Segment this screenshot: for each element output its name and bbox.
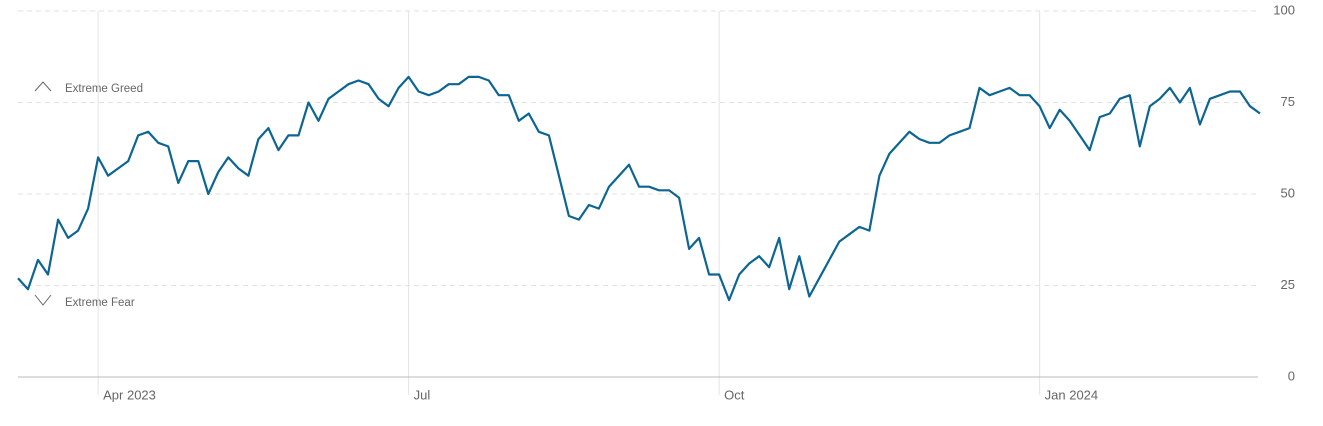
y-tick-label: 75: [1281, 94, 1295, 109]
x-tick-label: Apr 2023: [103, 387, 156, 402]
x-tick-label: Jan 2024: [1045, 387, 1099, 402]
y-tick-label: 0: [1288, 368, 1295, 383]
fear-icon: [34, 294, 52, 306]
line: [17, 75, 1261, 302]
annotation: Extreme Fear: [65, 297, 135, 309]
y-tick-label: 100: [1273, 2, 1295, 17]
x-tick-label: Jul: [414, 387, 431, 402]
x-tick-label: Oct: [724, 387, 745, 402]
greed-icon: [34, 81, 52, 92]
y-tick-label: 50: [1281, 185, 1295, 200]
annotation: Extreme Greed: [65, 83, 143, 95]
y-tick-label: 25: [1281, 277, 1295, 292]
